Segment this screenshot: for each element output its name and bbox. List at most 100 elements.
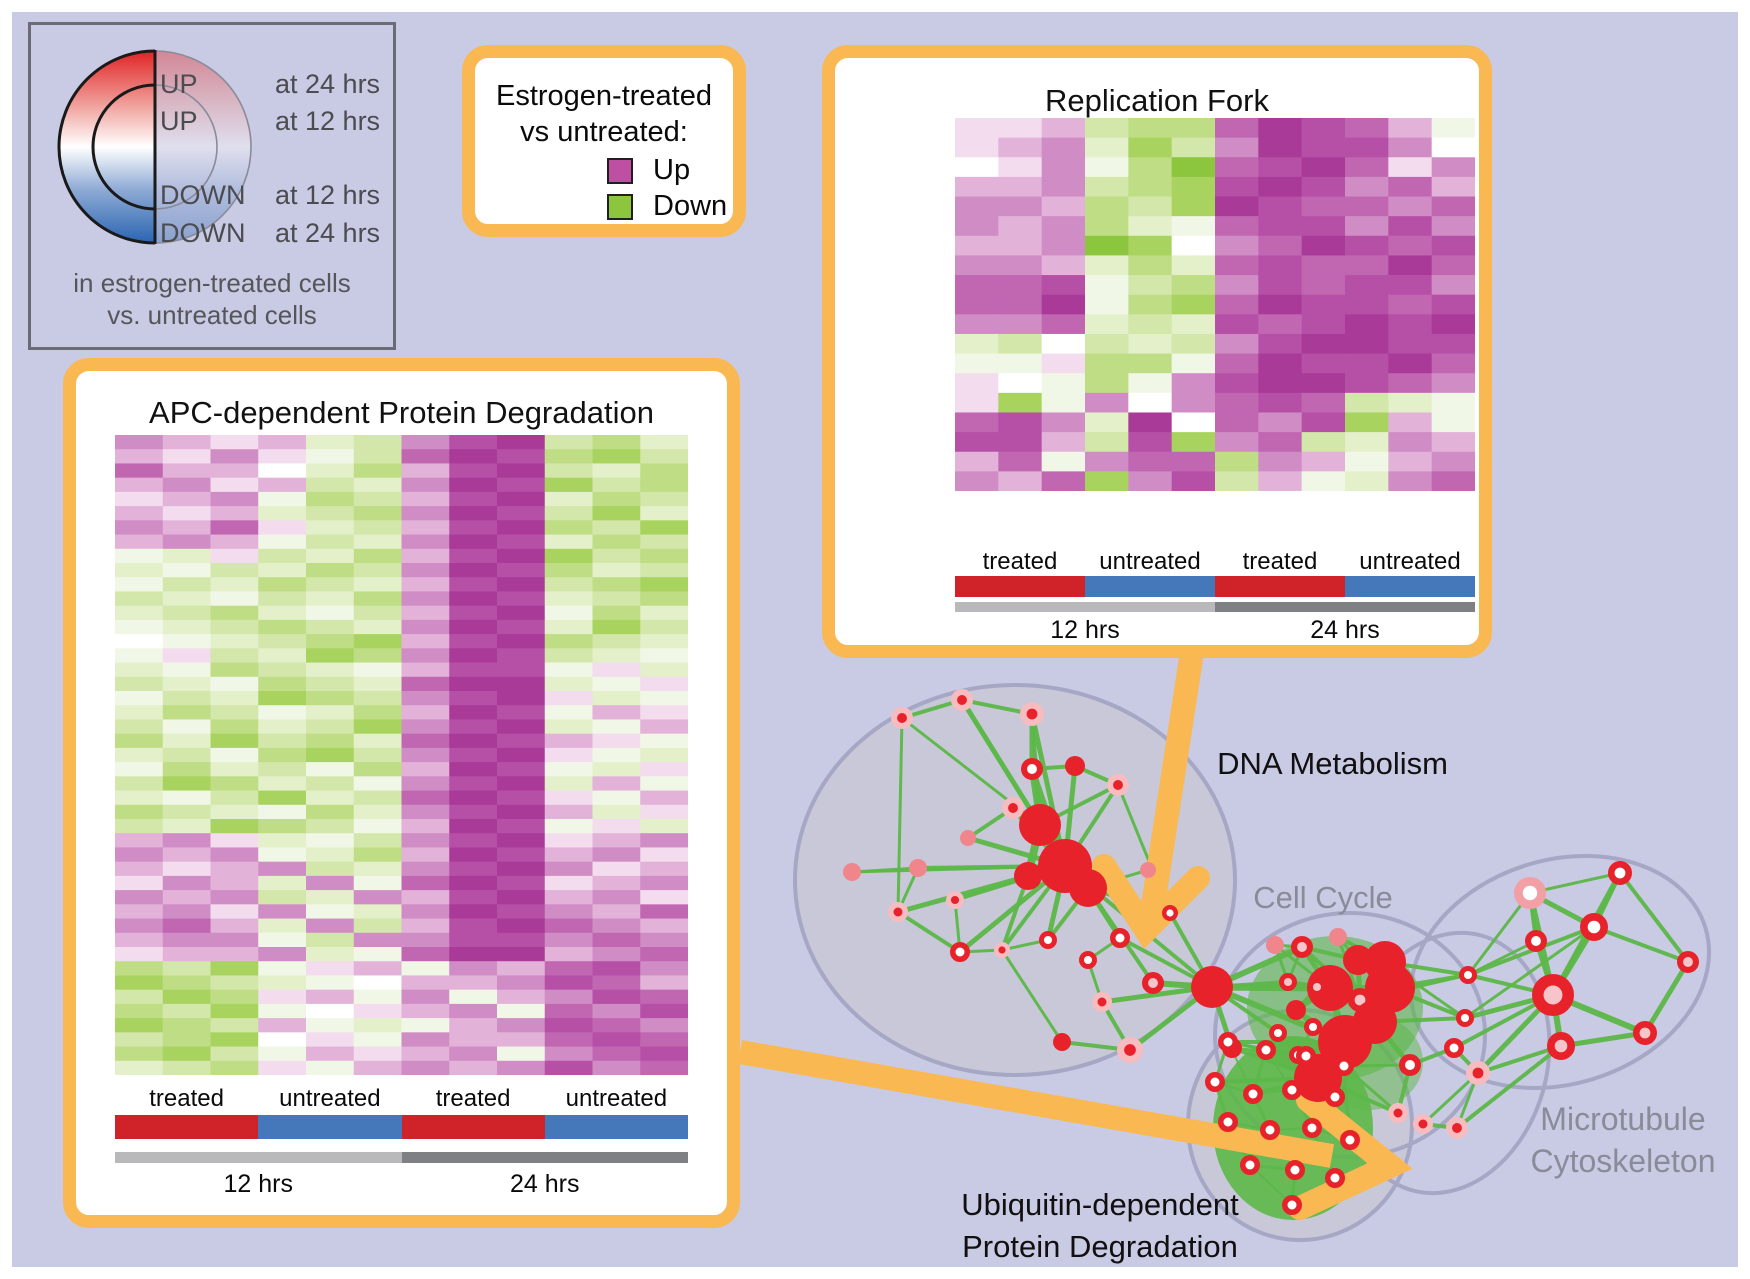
gene-node-52 xyxy=(1413,1114,1433,1134)
gene-node-23 xyxy=(1116,1036,1143,1063)
gene-node-71 xyxy=(1260,1120,1280,1140)
up-label: Up xyxy=(653,154,691,186)
updown-legend-title-line1: Estrogen-treated xyxy=(495,80,712,112)
gene-node-36 xyxy=(1278,972,1297,991)
apc-time-bars xyxy=(115,1152,688,1163)
cluster-label-ubiquitin-line1: Ubiquitin-dependent xyxy=(961,1187,1239,1222)
gene-node-59 xyxy=(1546,1031,1575,1060)
treatment-bar-0 xyxy=(955,576,1085,597)
gene-node-26 xyxy=(1161,905,1178,922)
network-edge xyxy=(1455,1044,1563,1130)
time-bar-0 xyxy=(115,1152,402,1163)
gene-node-2 xyxy=(1019,701,1044,726)
legend-caption-line2: vs. untreated cells xyxy=(107,300,317,330)
gene-node-21 xyxy=(1092,992,1112,1012)
cluster-label-microtubule: Microtubule Cytoskeleton xyxy=(1462,1098,1750,1182)
gene-node-5 xyxy=(1107,774,1130,797)
treatment-bar-1 xyxy=(258,1115,402,1139)
gene-node-76 xyxy=(1325,1168,1345,1188)
gene-node-64 xyxy=(1296,1046,1316,1066)
rf-group-labels: treated untreated treated untreated xyxy=(955,548,1475,576)
group-label-treated-2: treated xyxy=(435,1085,511,1112)
legend-item-up: Up xyxy=(607,154,690,187)
gene-node-56 xyxy=(1525,930,1548,953)
gene-node-51 xyxy=(1466,1061,1491,1086)
gene-node-9 xyxy=(843,863,861,881)
legend-row-up-12-time: at 12 hrs xyxy=(275,106,381,136)
network-edge xyxy=(1467,939,1537,977)
gene-node-8 xyxy=(909,859,927,877)
legend-row-up-12-dir: UP xyxy=(160,106,198,136)
group-label-untreated-3: untreated xyxy=(565,1085,668,1112)
group-label-untreated-1: untreated xyxy=(279,1085,381,1112)
up-color-swatch xyxy=(607,157,633,184)
time-bar-0 xyxy=(955,602,1215,612)
legend-row-up-24-time: at 24 hrs xyxy=(275,69,381,99)
apc-title: APC-dependent Protein Degradation xyxy=(149,395,654,430)
time-label-0: 12 hrs xyxy=(1050,616,1120,644)
network-edge xyxy=(1477,1044,1562,1075)
rf-time-bars xyxy=(955,602,1475,612)
network-edge xyxy=(1618,871,1690,964)
gene-node-66 xyxy=(1205,1072,1225,1092)
time-label-0: 12 hrs xyxy=(223,1170,293,1198)
treatment-bar-0 xyxy=(115,1115,259,1139)
group-label-treated-0: treated xyxy=(982,548,1058,575)
apc-group-labels: treated untreated treated untreated xyxy=(115,1085,688,1113)
time-bar-1 xyxy=(401,1152,688,1163)
gene-node-38 xyxy=(1286,1000,1306,1020)
network-edge xyxy=(1466,892,1532,976)
gene-node-12 xyxy=(1019,804,1061,846)
network-edge xyxy=(896,910,962,954)
gene-node-31 xyxy=(1329,928,1347,946)
updown-legend-title-line2: vs untreated: xyxy=(520,116,688,148)
ring-gradient-icon xyxy=(57,49,252,245)
gene-node-70 xyxy=(1218,1112,1238,1132)
apc-panel: APC-dependent Protein Degradation treate… xyxy=(63,358,740,1228)
gene-node-73 xyxy=(1340,1130,1360,1150)
network-edge xyxy=(1464,925,1595,1020)
legend-row-down-24-dir: DOWN xyxy=(160,218,246,248)
network-edge xyxy=(1560,1030,1646,1049)
gene-node-48 xyxy=(1458,965,1477,984)
legend-row-up-24-dir: UP xyxy=(160,69,198,99)
gene-node-50 xyxy=(1444,1038,1464,1058)
network-edge xyxy=(1000,949,1064,1043)
treatment-bar-3 xyxy=(1345,576,1475,597)
time-label-1: 24 hrs xyxy=(510,1170,580,1198)
gene-node-54 xyxy=(1514,877,1547,910)
cluster-label-microtubule-line1: Microtubule xyxy=(1540,1101,1706,1137)
gene-node-10 xyxy=(888,902,908,922)
gene-node-30 xyxy=(1291,936,1314,959)
gene-node-4 xyxy=(1065,756,1085,776)
gene-node-6 xyxy=(1002,797,1025,820)
gene-node-1 xyxy=(951,689,974,712)
legend-row-down-12-time: at 12 hrs xyxy=(275,180,381,210)
gene-node-17 xyxy=(1038,930,1057,949)
network-edge xyxy=(896,717,904,913)
link-arrow-head-1 xyxy=(1288,1088,1413,1220)
expression-ring-legend: UP at 24 hrs UP at 12 hrs DOWN at 12 hrs… xyxy=(28,22,396,350)
time-label-1: 24 hrs xyxy=(1310,616,1380,644)
cluster-label-ubiquitin: Ubiquitin-dependent Protein Degradation xyxy=(918,1184,1282,1268)
gene-node-67 xyxy=(1243,1084,1263,1104)
cluster-label-microtubule-line2: Cytoskeleton xyxy=(1530,1143,1716,1179)
gene-node-40 xyxy=(1268,1023,1287,1042)
group-label-untreated-1: untreated xyxy=(1099,548,1201,575)
legend-caption-line1: in estrogen-treated cells xyxy=(73,268,351,298)
gene-node-14 xyxy=(1014,862,1042,890)
gene-node-29 xyxy=(1266,936,1284,954)
apc-heatmap xyxy=(115,435,688,1075)
gene-node-58 xyxy=(1532,974,1575,1017)
gene-node-53 xyxy=(1446,1117,1469,1140)
apc-hrs-labels: 12 hrs 24 hrs xyxy=(115,1170,688,1199)
gene-node-3 xyxy=(1021,758,1044,781)
gene-node-34 xyxy=(1307,965,1353,1011)
gene-node-39 xyxy=(1303,1017,1322,1036)
legend-row-down-24-time: at 24 hrs xyxy=(275,218,381,248)
treatment-bar-3 xyxy=(544,1115,688,1139)
gene-node-0 xyxy=(891,707,914,730)
network-edge xyxy=(1593,925,1689,964)
apc-treatment-bars xyxy=(115,1115,688,1139)
